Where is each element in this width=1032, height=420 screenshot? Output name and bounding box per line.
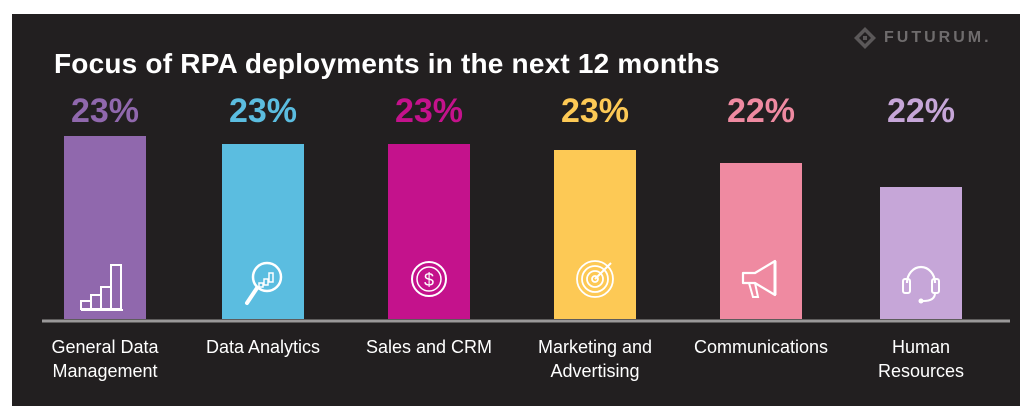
- category-label-1-line-1: General Data: [51, 337, 159, 357]
- chart-title: Focus of RPA deployments in the next 12 …: [54, 48, 720, 79]
- category-label-5: Communications: [694, 337, 828, 357]
- value-label-5: 22%: [727, 92, 795, 130]
- category-label-4-line-2: Advertising: [550, 361, 639, 381]
- category-label-2: Data Analytics: [206, 337, 320, 357]
- magnifier-chart-icon: [245, 261, 283, 305]
- value-label-2: 23%: [229, 92, 297, 130]
- value-label-6: 22%: [887, 92, 955, 130]
- bar-1: [64, 136, 146, 319]
- futurum-logo: FUTURUM.: [854, 26, 992, 50]
- bar-chart-icon: [80, 264, 123, 311]
- megaphone-icon: [741, 259, 777, 298]
- value-label-1: 23%: [71, 92, 139, 130]
- category-label-1-line-2: Management: [52, 361, 157, 381]
- svg-text:$: $: [424, 270, 434, 290]
- dollar-coin-icon: $: [411, 261, 447, 297]
- category-label-4-line-1: Marketing and: [538, 337, 652, 357]
- bar-3: [388, 144, 470, 319]
- bar-5: [720, 163, 802, 319]
- logo-text: FUTURUM.: [884, 29, 992, 46]
- target-icon: [576, 260, 614, 298]
- bar-2: [222, 144, 304, 319]
- value-label-4: 23%: [561, 92, 629, 130]
- bar-4: [554, 150, 636, 319]
- headset-icon: [902, 265, 940, 304]
- futurum-logo-icon: [854, 27, 876, 49]
- value-label-3: 23%: [395, 92, 463, 130]
- chart-panel: Focus of RPA deployments in the next 12 …: [12, 14, 1020, 406]
- category-label-6-line-2: Resources: [878, 361, 964, 381]
- bar-6: [880, 187, 962, 319]
- category-label-6-line-1: Human: [892, 337, 950, 357]
- category-label-3: Sales and CRM: [366, 337, 492, 357]
